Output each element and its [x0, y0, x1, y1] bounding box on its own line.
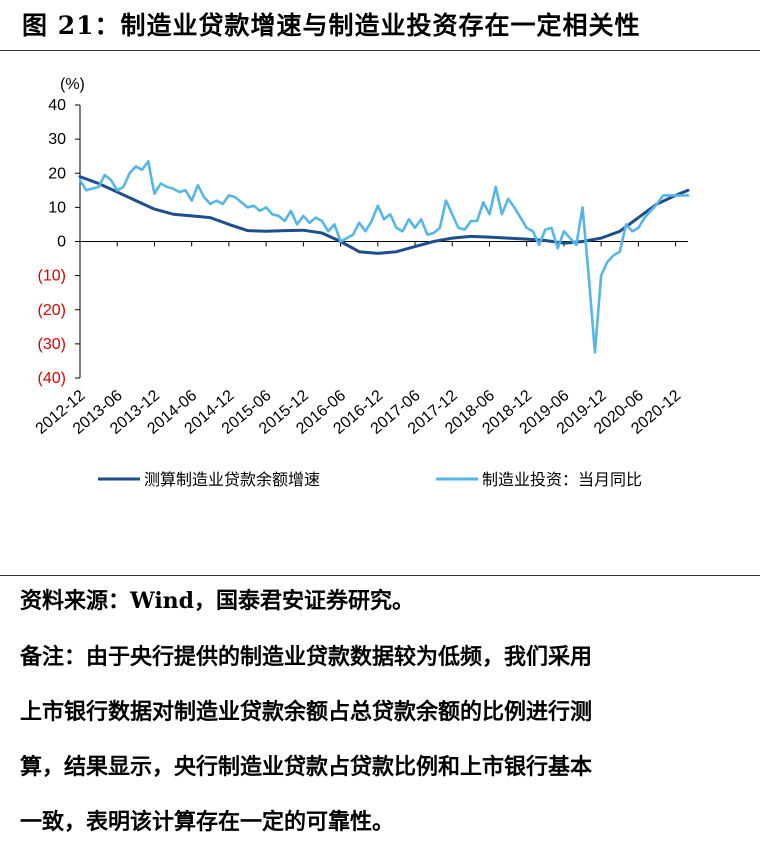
remark-line: 备注：由于央行提供的制造业贷款数据较为低频，我们采用: [20, 644, 593, 670]
remark-line: 一致，表明该计算存在一定的可靠性。: [20, 809, 395, 835]
y-tick-label: 40: [48, 97, 66, 114]
legend-label: 测算制造业贷款余额增速: [144, 470, 320, 489]
series-layer: [78, 160, 690, 354]
series-line-investment-yoy: [78, 160, 690, 354]
y-axis: 40 30 20 10 0 (10) (20) (30) (40): [38, 97, 81, 387]
y-tick-label: 30: [48, 131, 66, 148]
figure-title: 图 21：制造业贷款增速与制造业投资存在一定相关性: [22, 11, 641, 40]
series-line-loan-growth: [78, 175, 690, 255]
y-tick-label: (30): [38, 336, 66, 353]
y-tick-label: 0: [57, 234, 66, 251]
y-tick-label: (10): [38, 268, 66, 285]
y-tick-label: (40): [38, 370, 66, 387]
legend-label: 制造业投资：当月同比: [482, 471, 642, 489]
notes-divider: [0, 575, 760, 576]
remark-line: 算，结果显示，央行制造业贷款占贷款比例和上市银行基本: [20, 754, 593, 780]
y-tick-label: (20): [38, 302, 66, 319]
remarks: 备注：由于央行提供的制造业贷款数据较为低频，我们采用 上市银行数据对制造业贷款余…: [20, 630, 740, 850]
y-tick-label: 20: [48, 165, 66, 182]
y-tick-label: 10: [48, 199, 66, 216]
title-divider: [0, 50, 760, 51]
line-chart: (%) 40 30 20 10 0 (10) (20) (30) (40) 2012-12201…: [33, 76, 690, 489]
unit-label: (%): [60, 76, 85, 93]
legend: 测算制造业贷款余额增速 制造业投资：当月同比: [98, 470, 642, 489]
x-axis: 2012-122013-062013-122014-062014-122015-…: [33, 241, 688, 438]
source-note: 资料来源：Wind，国泰君安证券研究。: [20, 588, 415, 614]
remark-line: 上市银行数据对制造业贷款余额占总贷款余额的比例进行测: [20, 699, 593, 725]
